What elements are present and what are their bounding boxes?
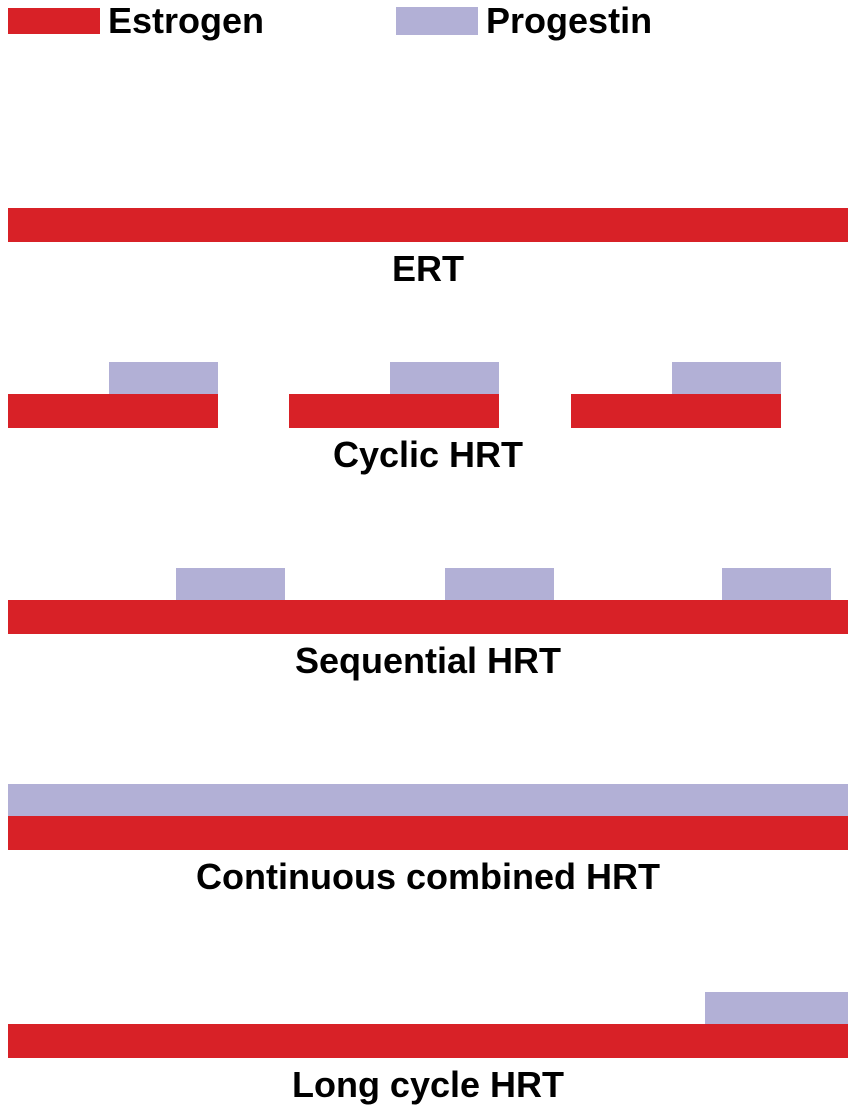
estrogen-bar <box>571 394 781 428</box>
legend-label-progestin: Progestin <box>486 0 652 42</box>
progestin-bar <box>390 362 499 396</box>
section-sequential-hrt: Sequential HRT <box>8 554 848 682</box>
section-label: Cyclic HRT <box>8 434 848 476</box>
section-label: Sequential HRT <box>8 640 848 682</box>
bar-area <box>8 162 848 242</box>
section-label: ERT <box>8 248 848 290</box>
estrogen-bar <box>8 394 218 428</box>
legend-item-estrogen: Estrogen <box>8 0 264 42</box>
bar-area <box>8 348 848 428</box>
bar-area <box>8 554 848 634</box>
progestin-bar <box>8 784 848 818</box>
estrogen-bar <box>8 1024 848 1058</box>
section-continuous-combined-hrt: Continuous combined HRT <box>8 770 848 898</box>
hrt-regimen-diagram: Estrogen Progestin ERT Cyclic HRT Sequenti… <box>0 0 857 1109</box>
progestin-swatch <box>396 7 478 35</box>
progestin-bar <box>445 568 554 602</box>
legend-item-progestin: Progestin <box>396 0 652 42</box>
progestin-bar <box>672 362 781 396</box>
section-cyclic-hrt: Cyclic HRT <box>8 348 848 476</box>
estrogen-bar <box>8 208 848 242</box>
progestin-bar <box>109 362 218 396</box>
progestin-bar <box>176 568 285 602</box>
section-label: Continuous combined HRT <box>8 856 848 898</box>
bar-area <box>8 978 848 1058</box>
section-long-cycle-hrt: Long cycle HRT <box>8 978 848 1106</box>
estrogen-bar <box>8 600 848 634</box>
progestin-bar <box>722 568 831 602</box>
estrogen-bar <box>8 816 848 850</box>
section-ert: ERT <box>8 162 848 290</box>
legend: Estrogen Progestin <box>8 0 652 42</box>
section-label: Long cycle HRT <box>8 1064 848 1106</box>
progestin-bar <box>705 992 848 1026</box>
bar-area <box>8 770 848 850</box>
estrogen-swatch <box>8 8 100 34</box>
estrogen-bar <box>289 394 499 428</box>
legend-label-estrogen: Estrogen <box>108 0 264 42</box>
